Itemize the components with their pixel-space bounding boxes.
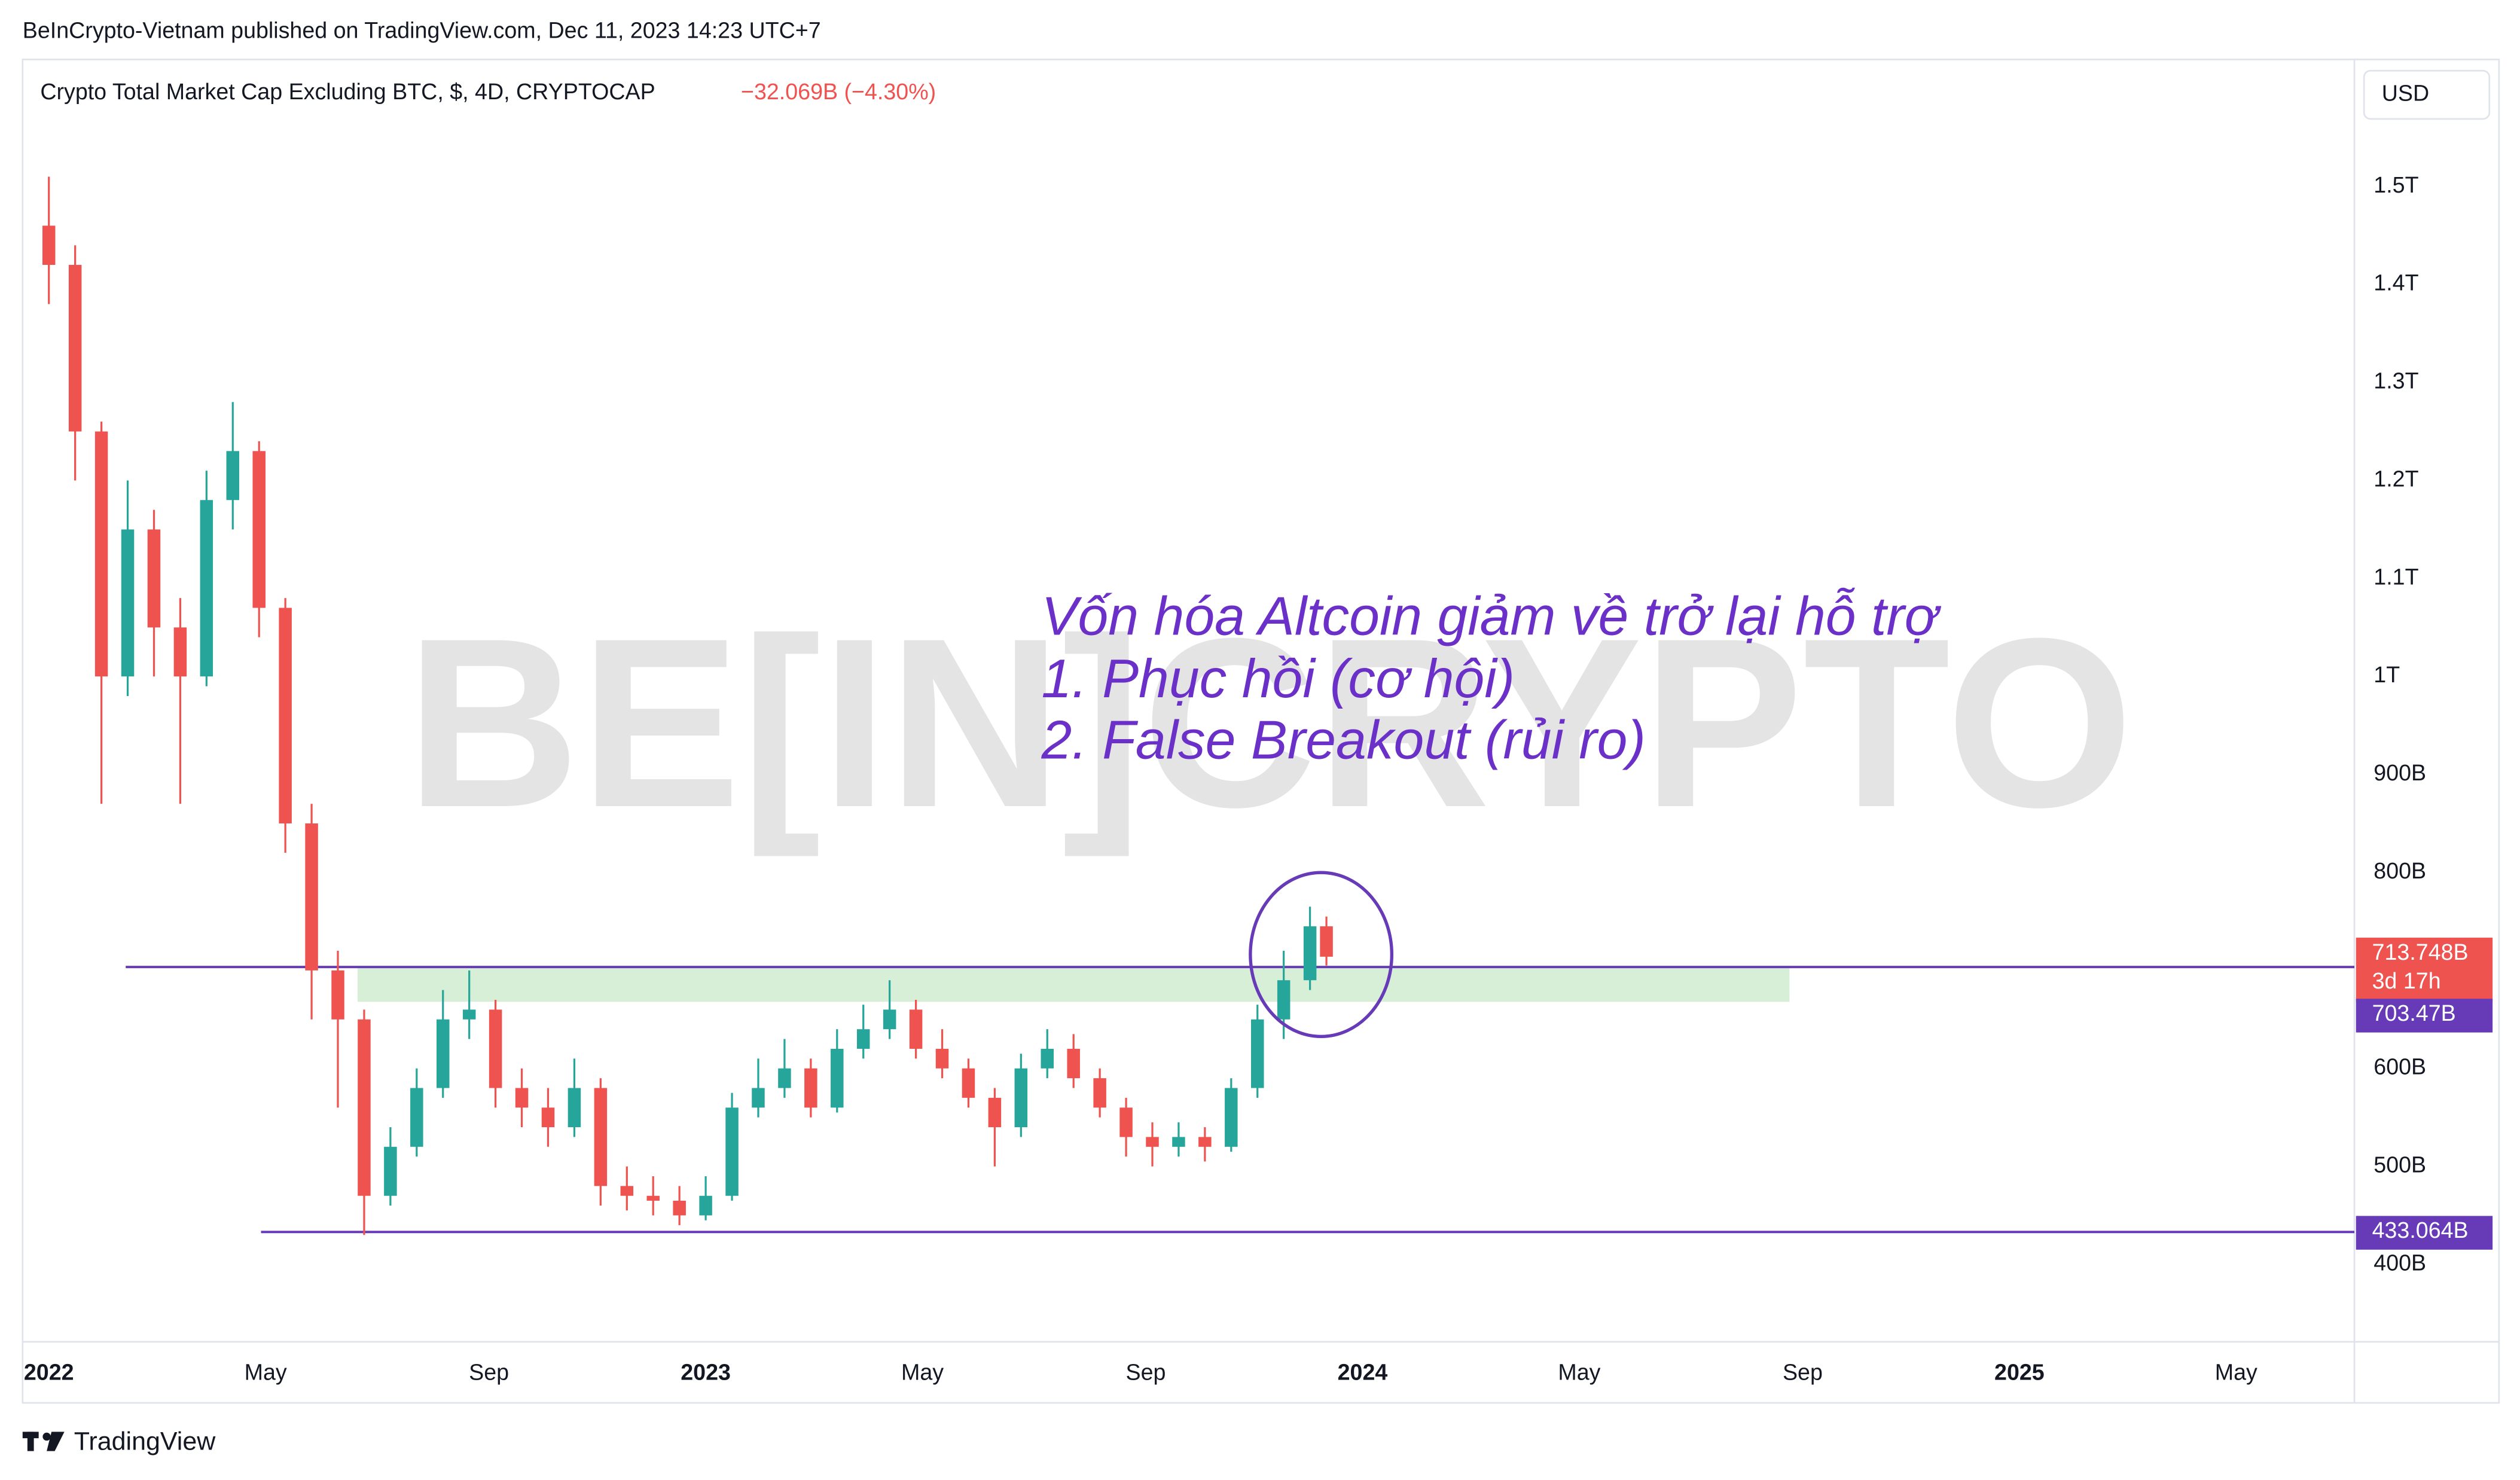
y-tick-label: 900B: [2373, 760, 2426, 785]
candle-body: [725, 1107, 739, 1196]
y-tick-label: 1T: [2373, 662, 2400, 687]
last-price-label: 713.748B: [2372, 939, 2469, 965]
level-label: 433.064B: [2372, 1217, 2469, 1243]
candle-body: [883, 1009, 896, 1030]
candle-body: [358, 1019, 371, 1196]
symbol-title: Crypto Total Market Cap Excluding BTC, $…: [40, 79, 655, 104]
candle-body: [1093, 1078, 1106, 1108]
support-zone: [357, 967, 1790, 1002]
candle-body: [121, 529, 135, 677]
brand-logo: [22, 1432, 65, 1451]
price-change: −32.069B (−4.30%): [741, 79, 936, 104]
y-tick-label: 400B: [2373, 1250, 2426, 1275]
candle-body: [489, 1009, 502, 1088]
x-tick-label: May: [2215, 1360, 2257, 1385]
candle-body: [1198, 1137, 1212, 1147]
candle-body: [410, 1088, 423, 1147]
highlight-circle: [1249, 871, 1394, 1038]
candle-body: [935, 1048, 949, 1069]
candle-body: [173, 627, 187, 677]
candle-body: [331, 970, 344, 1020]
candle-body: [699, 1195, 712, 1216]
watermark-group: BE[IN]CRYPTO: [406, 588, 2134, 859]
candle-body: [1146, 1137, 1159, 1147]
candle-body: [1277, 980, 1290, 1020]
candle-body: [515, 1088, 529, 1108]
x-tick-label: Sep: [1783, 1360, 1823, 1385]
candle-body: [68, 264, 82, 432]
y-tick-label: 800B: [2373, 858, 2426, 883]
candle-body: [804, 1068, 817, 1108]
candle-body: [384, 1146, 397, 1196]
y-tick-label: 600B: [2373, 1054, 2426, 1079]
candle-body: [1067, 1048, 1080, 1079]
x-tick-label: May: [901, 1360, 944, 1385]
y-tick-label: 1.2T: [2373, 466, 2418, 491]
y-tick-label: 500B: [2373, 1152, 2426, 1177]
candle-body: [1014, 1068, 1028, 1128]
candle-body: [541, 1107, 555, 1128]
candle-body: [646, 1195, 660, 1201]
last-price-box: [2356, 938, 2493, 1002]
x-tick-label: 2022: [24, 1360, 74, 1385]
x-tick-label: Sep: [469, 1360, 509, 1385]
x-tick-label: May: [1558, 1360, 1600, 1385]
currency-button[interactable]: [2363, 69, 2491, 120]
candle-body: [962, 1068, 975, 1098]
brand: TradingView: [74, 1427, 216, 1456]
candle-body: [988, 1097, 1002, 1128]
candle-body: [856, 1029, 870, 1049]
level-box: [2356, 999, 2493, 1033]
frame: [22, 59, 2500, 1404]
candle-body: [436, 1019, 450, 1088]
candle-body: [1303, 926, 1317, 981]
candle-body: [831, 1048, 844, 1108]
candle-body: [1225, 1088, 1238, 1147]
candle-body: [279, 608, 292, 824]
candle-body: [594, 1088, 608, 1186]
candle-body: [42, 225, 56, 265]
currency[interactable]: USD: [2382, 80, 2429, 105]
countdown: 3d 17h: [2372, 968, 2441, 993]
annotation-line: 1. Phục hồi (cơ hội): [1042, 648, 1515, 709]
candle-body: [226, 451, 240, 501]
candle-body: [252, 451, 266, 608]
candle-body: [462, 1009, 476, 1020]
candle-body: [200, 500, 213, 677]
candle-body: [147, 529, 161, 628]
y-tick-label: 1.1T: [2373, 564, 2418, 589]
level-label: 703.47B: [2372, 1000, 2456, 1026]
candle-body: [673, 1200, 686, 1216]
x-tick-label: May: [245, 1360, 287, 1385]
x-tick-label: 2025: [1994, 1360, 2045, 1385]
candle-body: [305, 823, 318, 971]
annotation-line: Vốn hóa Altcoin giảm về trở lại hỗ trợ: [1042, 585, 1942, 646]
candle-body: [752, 1088, 765, 1108]
candle-body: [568, 1088, 581, 1128]
candle-body: [778, 1068, 791, 1088]
x-tick-label: 2023: [681, 1360, 731, 1385]
candle-body: [909, 1009, 923, 1049]
y-tick-label: 1.4T: [2373, 270, 2418, 295]
level-box: [2356, 1216, 2493, 1250]
y-tick-label: 1.5T: [2373, 172, 2418, 197]
candle-body: [1172, 1137, 1185, 1147]
candle-body: [1250, 1019, 1264, 1088]
x-tick-label: Sep: [1126, 1360, 1166, 1385]
candle-body: [1041, 1048, 1054, 1069]
candle-body: [1119, 1107, 1133, 1137]
candle-body: [94, 431, 108, 677]
plot: [42, 176, 2355, 1235]
y-tick-label: 1.3T: [2373, 368, 2418, 393]
candle-body: [1320, 926, 1333, 957]
candle-body: [620, 1186, 634, 1196]
annotation-line: 2. False Breakout (rủi ro): [1041, 709, 1646, 770]
watermark: BE[IN]CRYPTO: [406, 588, 2134, 859]
x-tick-label: 2024: [1338, 1360, 1388, 1385]
publisher: BeInCrypto-Vietnam published on TradingV…: [23, 18, 821, 43]
